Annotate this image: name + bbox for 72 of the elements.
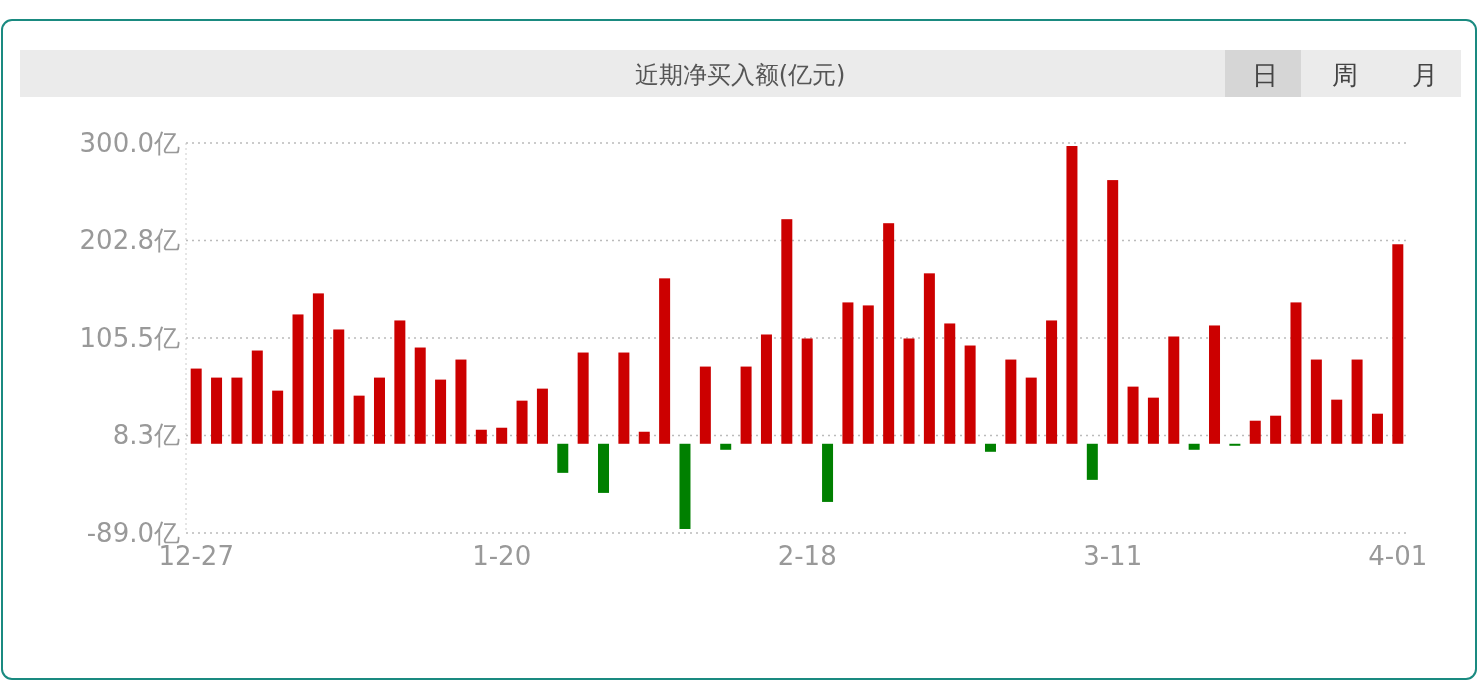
bar [1290, 302, 1302, 444]
bar [923, 273, 935, 444]
y-tick-label: 105.5亿 [79, 323, 180, 353]
bar [1147, 397, 1159, 444]
y-tick-label: 8.3亿 [112, 420, 180, 451]
text: 月 [1412, 60, 1438, 90]
x-tick-label: 3-11 [1083, 541, 1143, 571]
bar [760, 334, 772, 444]
bar [1229, 443, 1241, 446]
bar [1107, 180, 1119, 444]
bar [272, 390, 284, 444]
bar [536, 388, 548, 444]
bar [618, 352, 630, 444]
bar [679, 443, 691, 529]
bar [211, 377, 223, 444]
bar [475, 429, 487, 444]
bar [862, 305, 874, 444]
bar [740, 366, 752, 444]
bar [944, 323, 956, 444]
bar [1086, 443, 1098, 480]
chart-title: 近期净买入额(亿元) [634, 61, 846, 89]
bar [373, 377, 385, 444]
bar [903, 338, 915, 444]
text: 周 [1332, 60, 1358, 90]
bar [801, 338, 813, 444]
bar [516, 400, 528, 444]
bar [557, 443, 569, 473]
bar [231, 377, 243, 444]
bar [720, 443, 732, 450]
bar [822, 443, 834, 502]
bar [1168, 336, 1180, 444]
bar [1127, 386, 1139, 444]
bar [781, 219, 793, 444]
bar [1046, 320, 1058, 444]
bar [1066, 146, 1078, 444]
bar [1025, 377, 1037, 444]
bar [598, 443, 610, 493]
x-tick-label: 2-18 [777, 541, 837, 571]
bar [312, 293, 324, 444]
x-tick-label: 1-20 [472, 541, 532, 571]
bar [394, 320, 406, 444]
bar [1351, 359, 1363, 444]
bar [251, 350, 263, 444]
bar [699, 366, 711, 444]
bar [883, 223, 895, 444]
bar [496, 427, 508, 444]
y-tick-label: 300.0亿 [79, 128, 180, 158]
y-tick-label: 202.8亿 [79, 225, 180, 256]
bar [455, 359, 467, 444]
bar [353, 395, 365, 444]
bar [1270, 415, 1282, 444]
bar [1331, 399, 1343, 444]
bar [1209, 325, 1221, 444]
bar [638, 431, 650, 444]
bar [842, 302, 854, 444]
bar [1371, 413, 1383, 444]
text: 日 [1252, 60, 1278, 90]
bar [414, 347, 426, 444]
bar [659, 278, 671, 444]
bar [984, 443, 996, 452]
x-tick-label: 4-01 [1368, 541, 1428, 571]
bar [964, 345, 976, 444]
bar [577, 352, 589, 444]
bar [1005, 359, 1017, 444]
bar [1310, 359, 1322, 444]
bar [1188, 443, 1200, 450]
bar [1392, 244, 1404, 444]
bar [292, 314, 304, 444]
bar [435, 379, 447, 444]
bar [190, 368, 202, 444]
bar [333, 329, 345, 444]
bar [1249, 420, 1261, 444]
